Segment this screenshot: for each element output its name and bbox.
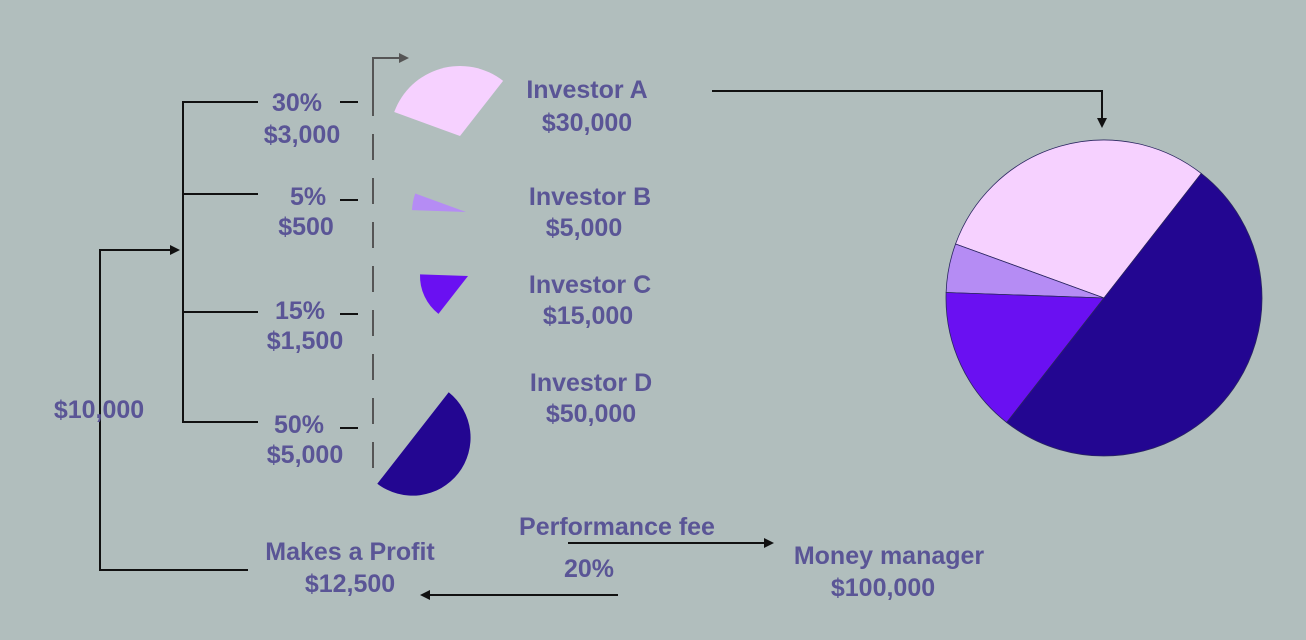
- total-amount: $10,000: [53, 396, 145, 424]
- share-percent-d: 50%: [274, 411, 325, 439]
- investor-name-c: Investor C: [528, 271, 652, 299]
- share-percent-a: 30%: [272, 89, 323, 117]
- separator-arrow: [372, 53, 409, 90]
- profit-label: Makes a Profit: [265, 538, 435, 566]
- wedge-icons: [377, 65, 504, 496]
- investor-to-pie-arrow: [712, 90, 1107, 128]
- profit-value: $12,500: [304, 570, 396, 598]
- investor-value-b: $5,000: [545, 214, 623, 242]
- share-amount-c: $1,500: [266, 327, 344, 355]
- pie-slice-d: [1006, 172, 1263, 457]
- fee-rate: 20%: [563, 555, 615, 583]
- profit-loop-line: [99, 245, 248, 571]
- wedge-icon-b: [412, 193, 466, 212]
- investor-value-a: $30,000: [541, 109, 633, 137]
- wedge-icon-a: [394, 65, 504, 136]
- investor-value-d: $50,000: [545, 400, 637, 428]
- investor-name-b: Investor B: [528, 183, 652, 211]
- share-amount-b: $500: [278, 213, 334, 241]
- share-amount-d: $5,000: [266, 441, 344, 469]
- wedge-icon-c: [420, 274, 468, 314]
- investor-name-d: Investor D: [529, 369, 653, 397]
- wedge-icon-d: [377, 392, 471, 496]
- pie-chart: [945, 139, 1263, 457]
- share-percent-b: 5%: [290, 183, 327, 211]
- pie-slice-c: [945, 292, 1105, 424]
- investor-name-a: Investor A: [526, 76, 648, 104]
- share-amount-a: $3,000: [263, 121, 341, 149]
- manager-label: Money manager: [793, 542, 985, 570]
- investor-value-c: $15,000: [542, 302, 634, 330]
- manager-value: $100,000: [830, 574, 936, 602]
- fee-label: Performance fee: [519, 513, 715, 541]
- share-percent-c: 15%: [275, 297, 326, 325]
- pie-slice-a: [955, 139, 1202, 299]
